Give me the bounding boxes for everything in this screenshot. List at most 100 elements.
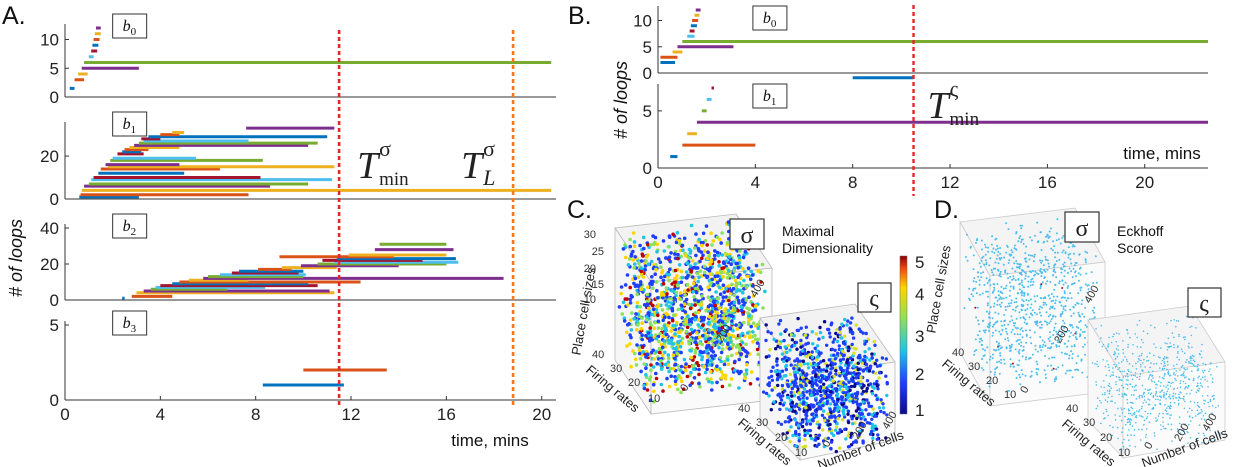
scatter-point bbox=[1016, 262, 1019, 265]
scatter-point bbox=[707, 254, 711, 258]
scatter-point bbox=[1120, 407, 1122, 409]
scatter-point bbox=[1028, 329, 1031, 332]
scatter-point bbox=[668, 366, 673, 371]
scatter-point bbox=[1013, 301, 1016, 304]
scatter-point bbox=[1064, 305, 1067, 307]
scatter-point bbox=[1048, 230, 1051, 233]
scatter-point bbox=[1002, 297, 1005, 300]
scatter-point bbox=[746, 319, 751, 324]
scatter-point bbox=[748, 277, 753, 282]
scatter-point bbox=[727, 269, 731, 273]
scatter-point bbox=[803, 333, 807, 337]
scatter-point bbox=[783, 355, 787, 359]
scatter-point bbox=[1183, 375, 1185, 377]
scatter-point bbox=[684, 319, 689, 324]
scatter-point bbox=[721, 283, 726, 288]
scatter-point bbox=[1141, 384, 1144, 387]
scatter-point bbox=[664, 303, 669, 307]
z-tick: 10 bbox=[584, 294, 596, 306]
scatter-point bbox=[661, 295, 665, 300]
scatter-point bbox=[1163, 356, 1166, 358]
scatter-point bbox=[1187, 378, 1190, 380]
scatter-point bbox=[998, 344, 1001, 347]
scatter-point bbox=[1050, 247, 1053, 250]
scatter-point bbox=[1170, 382, 1173, 385]
scatter-point bbox=[1202, 415, 1205, 417]
scatter-point bbox=[1106, 349, 1109, 352]
scatter-point bbox=[1176, 356, 1178, 359]
scatter-point bbox=[1043, 240, 1046, 243]
scatter-point bbox=[986, 361, 988, 364]
scatter-point bbox=[1143, 395, 1146, 398]
scatter-point bbox=[1074, 270, 1077, 273]
scatter-point bbox=[991, 334, 994, 337]
betti-subscript: 1 bbox=[131, 124, 137, 136]
scatter-point bbox=[845, 361, 849, 365]
scatter-point bbox=[717, 260, 721, 264]
scatter-point bbox=[983, 354, 986, 357]
scatter-point bbox=[751, 303, 755, 307]
scatter-point bbox=[625, 330, 629, 335]
scatter-point bbox=[999, 258, 1002, 261]
scatter-point bbox=[1079, 328, 1082, 331]
scatter-point bbox=[687, 318, 692, 322]
scatter-point bbox=[1033, 295, 1036, 298]
scatter-point bbox=[780, 352, 785, 356]
scatter-point bbox=[1110, 387, 1112, 389]
scatter-point bbox=[1041, 281, 1044, 284]
scatter-point bbox=[1067, 272, 1069, 274]
scatter-point bbox=[992, 305, 995, 308]
scatter-point bbox=[1122, 348, 1124, 351]
scatter-point bbox=[656, 296, 660, 300]
scatter-point bbox=[1070, 324, 1073, 327]
scatter-point bbox=[1024, 260, 1027, 263]
scatter-point bbox=[1056, 339, 1059, 342]
scatter-point bbox=[991, 325, 994, 328]
scatter-point bbox=[664, 328, 669, 333]
scatter-point bbox=[1083, 330, 1086, 333]
scatter-point bbox=[1008, 253, 1011, 256]
scatter-point bbox=[973, 277, 976, 280]
scatter-point bbox=[680, 341, 684, 345]
scatter-point bbox=[1160, 381, 1162, 384]
scatter-point bbox=[973, 350, 976, 353]
scatter-point bbox=[1211, 405, 1214, 407]
scatter-point bbox=[1046, 280, 1049, 283]
scatter-point bbox=[999, 247, 1002, 249]
scatter-point bbox=[1040, 323, 1043, 326]
scatter-point bbox=[1068, 357, 1070, 360]
scatter-point bbox=[764, 355, 769, 359]
scatter-point bbox=[730, 275, 735, 280]
scatter-point bbox=[1152, 377, 1154, 379]
scatter-point bbox=[722, 290, 727, 295]
scatter-point bbox=[673, 252, 677, 256]
scatter-point bbox=[743, 376, 747, 381]
betti-subscript: 3 bbox=[131, 323, 137, 335]
scatter-point bbox=[1021, 336, 1024, 339]
scatter-point bbox=[801, 445, 805, 449]
scatter-point bbox=[640, 316, 644, 320]
scatter-point bbox=[654, 376, 659, 381]
scatter-point bbox=[797, 403, 802, 407]
scatter-point bbox=[979, 293, 981, 296]
scatter-point bbox=[1192, 359, 1195, 362]
scatter-point bbox=[769, 369, 773, 373]
scatter-point bbox=[753, 337, 758, 342]
scatter-point bbox=[1165, 386, 1167, 388]
scatter-point bbox=[699, 306, 703, 311]
scatter-point bbox=[639, 327, 644, 331]
scatter-point bbox=[1111, 395, 1113, 398]
scatter-point bbox=[641, 350, 645, 354]
scatter-point bbox=[1019, 328, 1022, 331]
scatter-point bbox=[841, 357, 846, 361]
scatter-point bbox=[975, 239, 978, 242]
scatter-point bbox=[1020, 341, 1023, 344]
scatter-point bbox=[696, 363, 701, 368]
scatter-point bbox=[1042, 297, 1045, 300]
scatter-point bbox=[1145, 417, 1148, 420]
scatter-point bbox=[1046, 268, 1049, 271]
scatter-point bbox=[724, 287, 728, 291]
scatter-point bbox=[1179, 391, 1181, 393]
scatter-point bbox=[1175, 325, 1177, 328]
scatter-point bbox=[864, 362, 869, 367]
